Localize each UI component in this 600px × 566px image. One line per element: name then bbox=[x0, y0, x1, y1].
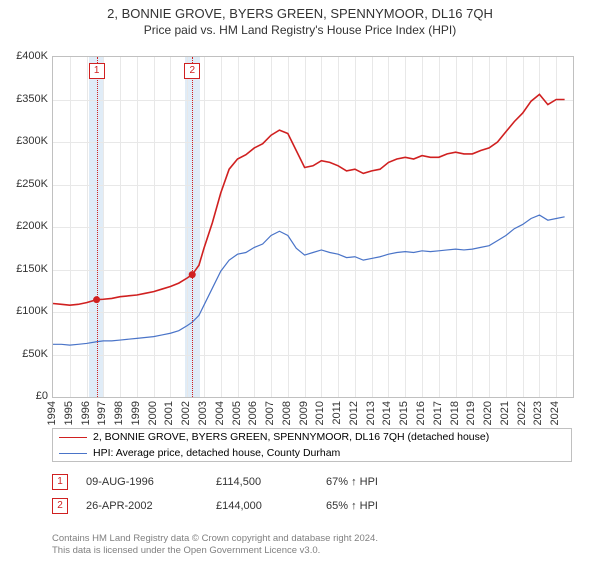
x-tick-label: 1998 bbox=[113, 401, 125, 425]
x-tick-label: 2010 bbox=[314, 401, 326, 425]
event-dashed-line bbox=[192, 57, 193, 397]
x-tick-label: 2015 bbox=[398, 401, 410, 425]
x-tick-label: 2000 bbox=[147, 401, 159, 425]
x-tick-label: 1995 bbox=[63, 401, 75, 425]
chart-title: 2, BONNIE GROVE, BYERS GREEN, SPENNYMOOR… bbox=[0, 6, 600, 21]
x-tick-label: 2012 bbox=[348, 401, 360, 425]
x-tick-label: 2001 bbox=[163, 401, 175, 425]
x-tick-label: 1997 bbox=[96, 401, 108, 425]
x-tick-label: 2018 bbox=[449, 401, 461, 425]
legend-label: HPI: Average price, detached house, Coun… bbox=[93, 447, 340, 459]
sale-pct: 65% ↑ HPI bbox=[326, 500, 378, 512]
x-tick-label: 2004 bbox=[214, 401, 226, 425]
x-tick-label: 2011 bbox=[331, 401, 343, 425]
sale-marker-box: 2 bbox=[52, 498, 68, 514]
footer-line2: This data is licensed under the Open Gov… bbox=[52, 545, 572, 557]
y-tick-label: £150K bbox=[16, 263, 48, 275]
x-tick-label: 2021 bbox=[499, 401, 511, 425]
sale-date: 09-AUG-1996 bbox=[86, 476, 216, 488]
sale-price: £144,000 bbox=[216, 500, 326, 512]
legend-label: 2, BONNIE GROVE, BYERS GREEN, SPENNYMOOR… bbox=[93, 431, 489, 443]
chart-subtitle: Price paid vs. HM Land Registry's House … bbox=[0, 23, 600, 37]
event-dashed-line bbox=[97, 57, 98, 397]
sale-row: 2 26-APR-2002£144,00065% ↑ HPI bbox=[52, 498, 572, 514]
y-tick-label: £400K bbox=[16, 50, 48, 62]
x-tick-label: 1994 bbox=[46, 401, 58, 425]
y-tick-label: £350K bbox=[16, 93, 48, 105]
x-tick-label: 2013 bbox=[365, 401, 377, 425]
sale-pct: 67% ↑ HPI bbox=[326, 476, 378, 488]
x-tick-label: 1996 bbox=[80, 401, 92, 425]
sale-price: £114,500 bbox=[216, 476, 326, 488]
x-tick-label: 2008 bbox=[281, 401, 293, 425]
x-tick-label: 2022 bbox=[516, 401, 528, 425]
sale-row: 1 09-AUG-1996£114,50067% ↑ HPI bbox=[52, 474, 572, 490]
legend-swatch bbox=[59, 453, 87, 454]
x-tick-label: 2007 bbox=[264, 401, 276, 425]
series-line-price_paid bbox=[53, 94, 565, 305]
x-tick-label: 2024 bbox=[549, 401, 561, 425]
chart-plot-area: 12 bbox=[52, 56, 574, 398]
y-tick-label: £200K bbox=[16, 220, 48, 232]
x-tick-label: 2023 bbox=[532, 401, 544, 425]
footer-line1: Contains HM Land Registry data © Crown c… bbox=[52, 533, 572, 545]
x-tick-label: 2014 bbox=[381, 401, 393, 425]
event-marker: 2 bbox=[184, 63, 200, 79]
x-tick-label: 1999 bbox=[130, 401, 142, 425]
x-tick-label: 2017 bbox=[432, 401, 444, 425]
event-marker: 1 bbox=[89, 63, 105, 79]
sale-marker-box: 1 bbox=[52, 474, 68, 490]
y-tick-label: £50K bbox=[22, 348, 48, 360]
y-tick-label: £250K bbox=[16, 178, 48, 190]
sale-date: 26-APR-2002 bbox=[86, 500, 216, 512]
x-tick-label: 2005 bbox=[231, 401, 243, 425]
x-tick-label: 2020 bbox=[482, 401, 494, 425]
x-tick-label: 2009 bbox=[298, 401, 310, 425]
legend-swatch bbox=[59, 437, 87, 438]
legend-row: HPI: Average price, detached house, Coun… bbox=[53, 445, 571, 461]
x-tick-label: 2006 bbox=[247, 401, 259, 425]
legend-box: 2, BONNIE GROVE, BYERS GREEN, SPENNYMOOR… bbox=[52, 428, 572, 462]
footer-attribution: Contains HM Land Registry data © Crown c… bbox=[52, 533, 572, 558]
x-tick-label: 2016 bbox=[415, 401, 427, 425]
y-tick-label: £300K bbox=[16, 135, 48, 147]
legend-row: 2, BONNIE GROVE, BYERS GREEN, SPENNYMOOR… bbox=[53, 429, 571, 445]
x-tick-label: 2019 bbox=[465, 401, 477, 425]
series-line-hpi bbox=[53, 215, 565, 345]
x-tick-label: 2003 bbox=[197, 401, 209, 425]
x-tick-label: 2002 bbox=[180, 401, 192, 425]
y-tick-label: £100K bbox=[16, 305, 48, 317]
